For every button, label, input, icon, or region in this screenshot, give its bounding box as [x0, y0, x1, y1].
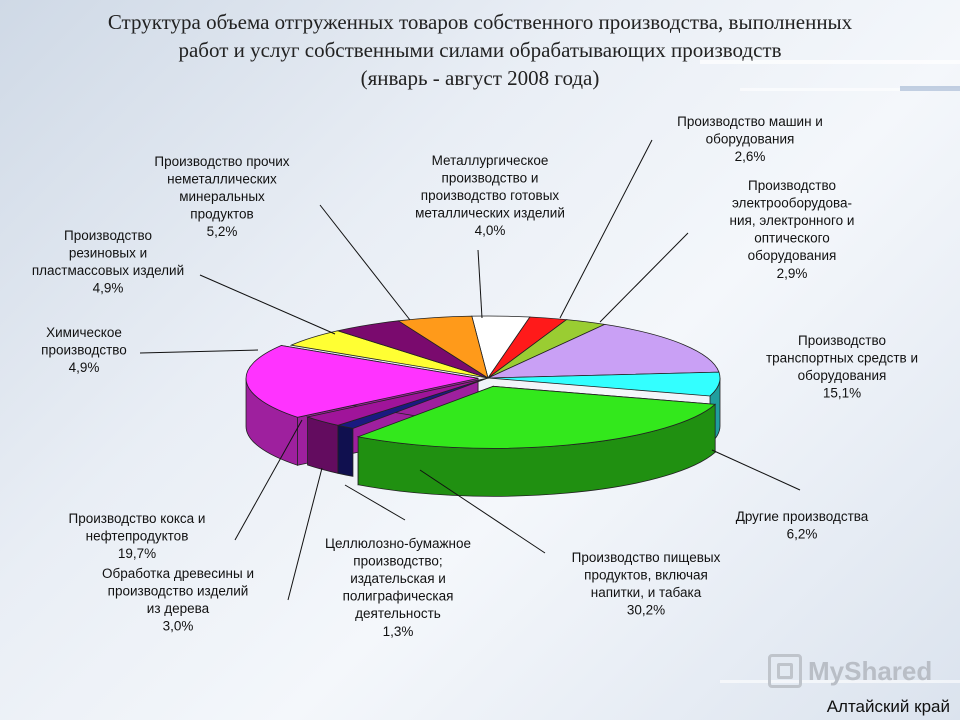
slice-label-1-line-1: оборудования [706, 132, 795, 147]
slice-label-3-line-3: 15,1% [823, 386, 861, 401]
slice-label-9: Химическое производство 4,9% [41, 325, 127, 375]
leader-line-2 [599, 232, 689, 323]
leader-line-8 [234, 419, 303, 541]
slice-label-0-line-2: производство готовых [421, 188, 560, 203]
myshared-logo-icon [768, 654, 802, 688]
slice-label-2-line-1: электрооборудова- [732, 196, 852, 211]
slice-label-0-line-0: Металлургическое [432, 153, 549, 168]
pie-slice-side-7 [307, 416, 339, 474]
slice-label-5-line-0: Производство пищевых [572, 550, 721, 565]
slice-label-7-line-2: из дерева [147, 601, 210, 616]
slice-label-0-line-4: 4,0% [475, 223, 506, 238]
slice-label-4-line-1: 6,2% [787, 527, 818, 542]
slice-label-10: Производство резиновых и пластмассовых изд… [32, 228, 184, 296]
slice-label-6-line-3: полиграфическая [343, 589, 454, 604]
slice-label-4-line-0: Другие производства [736, 509, 869, 524]
slice-label-9-line-2: 4,9% [69, 360, 100, 375]
slice-label-2-line-2: ния, электронного и [730, 213, 855, 228]
leader-line-6 [344, 484, 406, 521]
slice-label-9-line-0: Химическое [46, 325, 122, 340]
slice-label-6-line-4: деятельность [355, 606, 441, 621]
slice-label-7-line-3: 3,0% [163, 619, 194, 634]
title-line-2: работ и услуг собственными силами обраба… [178, 38, 782, 62]
slice-label-5-line-1: продуктов, включая [584, 568, 708, 583]
slice-label-10-line-3: 4,9% [93, 281, 124, 296]
slice-label-0-line-3: металлических изделий [415, 206, 565, 221]
leader-line-4 [711, 449, 801, 491]
slice-label-7-line-0: Обработка древесины и [102, 566, 254, 581]
slice-label-0-line-1: производство и [442, 171, 539, 186]
watermark: MyShared [768, 654, 932, 688]
slice-label-10-line-0: Производство [64, 228, 152, 243]
leader-line-5 [419, 469, 546, 554]
pie-slice-5 [356, 385, 717, 449]
pie-slice-3 [487, 324, 720, 379]
chart-title: Структура объема отгруженных товаров соб… [30, 8, 930, 92]
leader-line-10 [199, 274, 336, 335]
pie-slice-11 [397, 315, 489, 379]
slice-label-6-line-2: издательская и [350, 571, 446, 586]
leader-line-0 [477, 249, 483, 319]
pie-slice-side-6 [337, 424, 354, 477]
slice-label-8-line-1: нефтепродуктов [86, 529, 189, 544]
slice-label-4: Другие производства 6,2% [736, 509, 869, 542]
slice-label-11-line-3: продуктов [190, 207, 253, 222]
leader-line-11 [319, 204, 411, 321]
slice-label-5-line-3: 30,2% [627, 603, 665, 618]
slice-label-8: Производство кокса и нефтепродуктов 19,7% [69, 511, 206, 561]
slice-label-11-line-4: 5,2% [207, 224, 238, 239]
pie-slice-4 [487, 371, 721, 397]
slice-label-11-line-2: минеральных [179, 189, 265, 204]
leader-line-7 [287, 467, 323, 601]
pie-slice-8 [245, 345, 479, 418]
slice-label-6-line-1: производство; [353, 554, 442, 569]
title-line-1: Структура объема отгруженных товаров соб… [107, 10, 853, 34]
slice-label-10-line-2: пластмассовых изделий [32, 263, 184, 278]
slice-label-2: Производство электрооборудова-ния, электр… [730, 178, 855, 281]
slice-label-6: Целлюлозно-бумажное производство; издатель… [325, 536, 471, 639]
slice-label-6-line-5: 1,3% [383, 624, 414, 639]
slice-label-8-line-2: 19,7% [118, 546, 156, 561]
region-label: Алтайский край [826, 697, 950, 716]
slice-label-1-line-0: Производство машин и [677, 114, 823, 129]
slice-label-10-line-1: резиновых и [69, 246, 147, 261]
slice-label-2-line-4: оборудования [748, 248, 837, 263]
slice-label-5-line-2: напитки, и табака [591, 585, 702, 600]
slice-label-3-line-2: оборудования [798, 368, 887, 383]
slice-label-8-line-0: Производство кокса и [69, 511, 206, 526]
slice-label-2-line-5: 2,9% [777, 266, 808, 281]
watermark-text: MyShared [808, 655, 933, 686]
slice-label-1-line-2: 2,6% [735, 149, 766, 164]
slice-label-11-line-0: Производство прочих [154, 154, 289, 169]
slice-label-11-line-1: неметаллических [167, 172, 277, 187]
slice-label-2-line-3: оптического [754, 231, 830, 246]
slice-label-3: Производство транспортных средств и оборуд… [766, 333, 918, 401]
slice-label-3-line-0: Производство [798, 333, 886, 348]
slice-label-7-line-1: производство изделий [108, 584, 249, 599]
leader-line-1 [559, 139, 653, 319]
slice-label-2-line-0: Производство [748, 178, 836, 193]
pie-slice-7 [305, 377, 489, 426]
slice-label-1: Производство машин и оборудования 2,6% [677, 114, 823, 164]
slice-labels: Металлургическое производство и производст… [32, 114, 918, 639]
slice-label-11: Производство прочих неметаллических минера… [154, 154, 289, 239]
slice-label-7: Обработка древесины и производство издели… [102, 566, 254, 634]
pie-tops [245, 315, 721, 449]
slice-label-0: Металлургическое производство и производст… [415, 153, 565, 238]
slice-label-5: Производство пищевых продуктов, включая на… [572, 550, 721, 618]
leader-line-9 [139, 349, 259, 354]
slice-label-3-line-1: транспортных средств и [766, 351, 918, 366]
slice-label-6-line-0: Целлюлозно-бумажное [325, 536, 471, 551]
slice-label-9-line-1: производство [41, 343, 127, 358]
title-line-3: (январь - август 2008 года) [360, 66, 600, 90]
